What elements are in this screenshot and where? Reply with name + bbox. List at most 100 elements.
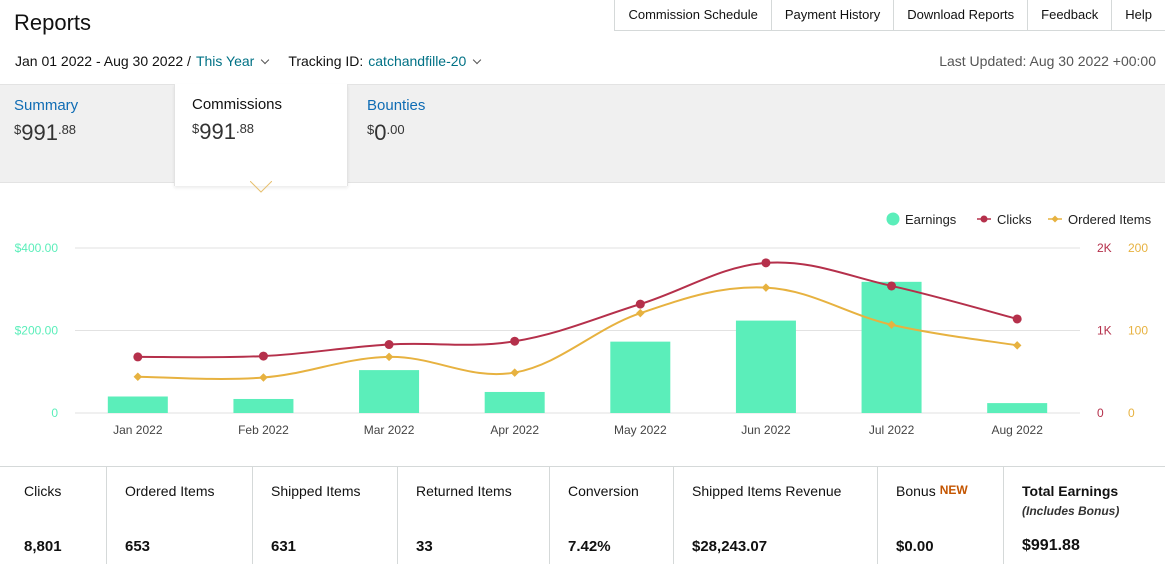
feedback-button[interactable]: Feedback — [1028, 0, 1113, 30]
tab-commissions[interactable]: Commissions $991.88 — [174, 84, 348, 186]
x-tick-label: Jun 2022 — [741, 423, 791, 437]
chart-legend: Earnings Clicks Ordered Items — [886, 212, 1152, 227]
stat-value: $991.88 — [1022, 537, 1080, 554]
tab-summary[interactable]: Summary $991.88 — [0, 85, 174, 183]
clicks-point — [133, 352, 143, 362]
chevron-down-icon[interactable] — [261, 55, 270, 64]
stat-shipped-items-revenue: Shipped Items Revenue $28,243.07 — [674, 467, 878, 564]
stat-total-earnings: Total Earnings (Includes Bonus) $991.88 — [1004, 467, 1165, 564]
x-tick-label: Apr 2022 — [490, 423, 539, 437]
earnings-bar — [735, 320, 796, 413]
right-tick-label-clicks: 0 — [1097, 406, 1104, 420]
help-button[interactable]: Help — [1125, 7, 1152, 22]
ordered-items-line — [137, 286, 1018, 380]
ordered-items-point — [636, 308, 645, 318]
right-tick-label-ordered: 200 — [1128, 241, 1148, 255]
x-tick-label: Aug 2022 — [991, 423, 1043, 437]
period-dropdown[interactable]: This Year — [195, 53, 255, 69]
stat-label: Shipped Items Revenue — [692, 483, 842, 499]
stat-value: $28,243.07 — [692, 538, 768, 555]
legend-entry: Earnings — [905, 212, 957, 227]
chart-grid — [75, 247, 1080, 414]
earnings-bar — [107, 396, 168, 413]
clicks-point — [510, 336, 520, 346]
report-tabs: Summary $991.88 Commissions $991.88 Boun… — [0, 84, 1165, 186]
clicks-point — [887, 281, 897, 291]
clicks-point — [1012, 314, 1022, 324]
stat-label: Total Earnings — [1022, 483, 1119, 499]
right-tick-label-clicks: 2K — [1097, 241, 1112, 255]
right-axis-ordered-items: 0 100 200 — [1128, 241, 1148, 420]
legend-ordered-marker — [1051, 215, 1059, 223]
stat-label: Conversion — [568, 483, 639, 499]
x-tick-label: Mar 2022 — [364, 423, 415, 437]
x-tick-label: Feb 2022 — [238, 423, 289, 437]
clicks-point — [258, 351, 268, 361]
right-tick-label-clicks: 1K — [1097, 324, 1112, 338]
active-tab-pointer-icon — [250, 181, 272, 193]
stat-sublabel: (Includes Bonus) — [1022, 504, 1120, 518]
earnings-bar — [484, 391, 545, 413]
earnings-bars — [107, 281, 1048, 413]
stat-value: 631 — [271, 538, 297, 555]
ordered-items-point — [384, 352, 394, 362]
stat-label: Returned Items — [416, 483, 512, 499]
legend-earnings-icon — [886, 212, 900, 226]
last-updated: Last Updated: Aug 30 2022 +00:00 — [939, 53, 1156, 69]
ordered-items-point — [510, 368, 519, 377]
tracking-id-dropdown[interactable]: catchandfille-20 — [368, 53, 467, 69]
stat-label: Shipped Items — [271, 483, 361, 499]
tab-summary-value: $991.88 — [14, 120, 77, 145]
earnings-bar — [233, 398, 294, 413]
stat-bonus: Bonus NEW $0.00 — [878, 467, 1004, 564]
earnings-bar — [610, 341, 671, 413]
earnings-bar — [359, 370, 420, 413]
left-axis: 0 $200.00 $400.00 — [15, 241, 59, 420]
page-title: Reports — [14, 10, 92, 35]
ordered-items-point — [1012, 341, 1022, 350]
download-reports-button[interactable]: Download Reports — [894, 0, 1029, 30]
ordered-items-point — [259, 373, 268, 382]
new-badge: NEW — [939, 483, 968, 497]
stat-clicks: Clicks 8,801 — [0, 467, 107, 564]
ordered-items-point — [133, 372, 143, 381]
x-tick-label: May 2022 — [614, 423, 667, 437]
clicks-point — [384, 340, 394, 350]
right-tick-label-ordered: 100 — [1128, 324, 1148, 338]
x-axis-labels: Jan 2022 Feb 2022 Mar 2022 Apr 2022 May 2022… — [113, 423, 1043, 437]
stat-ordered-items: Ordered Items 653 — [107, 467, 253, 564]
stats-bar: Clicks 8,801 Ordered Items 653 Shipped I… — [0, 466, 1165, 564]
earnings-bar — [987, 403, 1048, 413]
clicks-point — [635, 299, 645, 309]
stat-shipped-items: Shipped Items 631 — [253, 467, 398, 564]
commission-schedule-button[interactable]: Commission Schedule — [615, 0, 772, 30]
tracking-id-label: Tracking ID: — [288, 53, 364, 69]
stat-value: $0.00 — [896, 538, 934, 555]
tab-commissions-label: Commissions — [192, 96, 283, 113]
date-range: Jan 01 2022 - Aug 30 2022 / — [15, 53, 191, 69]
legend-clicks-marker — [980, 215, 988, 223]
legend-entry: Clicks — [997, 212, 1032, 227]
x-tick-label: Jul 2022 — [869, 423, 915, 437]
clicks-point — [761, 258, 771, 268]
tab-commissions-value: $991.88 — [192, 119, 255, 144]
stat-label: Clicks — [24, 483, 62, 499]
stat-returned-items: Returned Items 33 — [398, 467, 550, 564]
stat-label: Bonus NEW — [896, 483, 968, 499]
payment-history-button[interactable]: Payment History — [772, 0, 895, 30]
right-tick-label-ordered: 0 — [1128, 406, 1135, 420]
stat-conversion: Conversion 7.42% — [550, 467, 674, 564]
report-filters: Jan 01 2022 - Aug 30 2022 / This Year Tr… — [15, 53, 482, 69]
chevron-down-icon[interactable] — [473, 55, 482, 64]
right-axis-clicks: 0 1K 2K — [1097, 241, 1112, 420]
legend-entry: Ordered Items — [1068, 212, 1152, 227]
stat-value: 8,801 — [24, 538, 62, 555]
left-tick-label: 0 — [51, 406, 58, 420]
clicks-line — [137, 261, 1018, 359]
earnings-chart: Earnings Clicks Ordered Items 0 $200.00 $400… — [15, 212, 1152, 437]
tab-summary-label: Summary — [14, 97, 79, 114]
top-navigation: Commission Schedule Payment History Down… — [614, 0, 1165, 31]
stat-label: Ordered Items — [125, 483, 215, 499]
left-tick-label: $400.00 — [15, 241, 59, 255]
tab-bounties[interactable]: Bounties $0.00 — [353, 85, 527, 183]
